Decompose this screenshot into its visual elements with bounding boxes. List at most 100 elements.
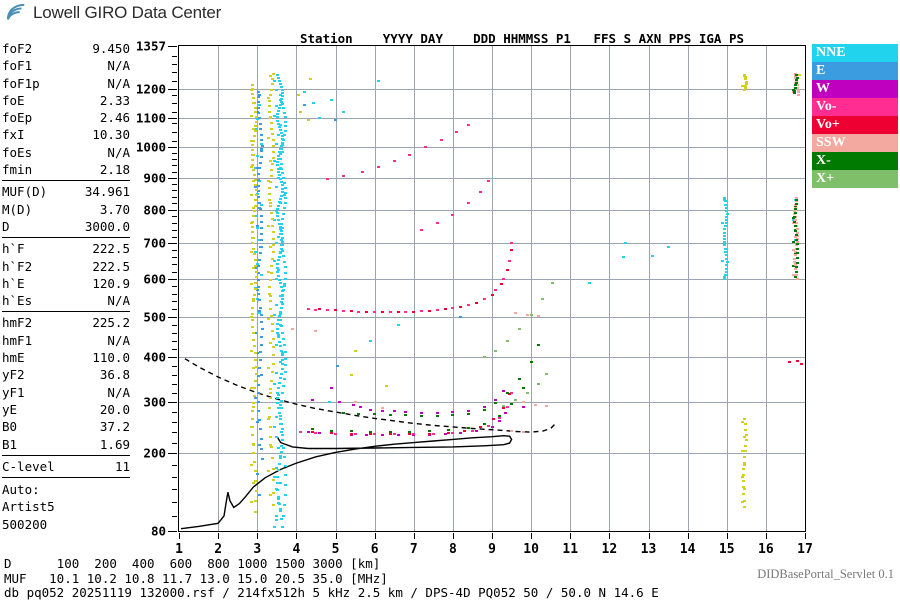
echo-speckle-nne — [276, 475, 280, 478]
echo-speckle-nne — [725, 267, 729, 270]
y-axis-label-1357: 1357 — [135, 38, 166, 54]
x-tick — [609, 533, 611, 539]
param-key: h`F2 — [2, 258, 33, 274]
echo-speckle-nne — [281, 363, 285, 366]
echo-speckle-ssw — [793, 257, 797, 260]
legend-item-vo[interactable]: Vo- — [812, 98, 898, 116]
echo-speckle-nne — [284, 357, 288, 360]
param-value: 3000.0 — [84, 218, 130, 234]
x-tick — [413, 533, 415, 539]
footer-info: D 100 200 400 600 800 1000 1500 3000 [km… — [4, 556, 659, 600]
legend-item-vo[interactable]: Vo+ — [812, 116, 898, 134]
echo-mark-nne — [283, 194, 287, 197]
echo-speckle-nne — [279, 198, 283, 201]
echo-speckle-e — [257, 111, 261, 114]
echo-mark-unclassifiedyellow — [740, 501, 744, 504]
echo-speckle-unclassified — [272, 338, 275, 341]
grid-line-vertical — [492, 46, 493, 531]
echo-speckle-e — [260, 226, 264, 229]
echo-speckle-x- — [794, 271, 798, 274]
echo-speckle-unclassified — [272, 354, 276, 357]
echo-speckle-ssw — [796, 86, 800, 89]
legend-item-x[interactable]: X- — [812, 152, 898, 170]
echo-speckle-unclassified — [271, 257, 275, 260]
echo-speckle-e — [257, 292, 261, 295]
echo-mark-nne — [277, 176, 281, 179]
legend-item-ssw[interactable]: SSW — [812, 134, 898, 152]
echo-speckle-unclassified — [744, 439, 748, 442]
echo-speckle-nne — [276, 116, 280, 119]
param-value: 3.70 — [99, 201, 130, 217]
y-tick-minor — [172, 348, 177, 350]
param-row-b1: B1 1.69 — [2, 436, 130, 453]
echo-speckle-nne — [725, 257, 729, 260]
echo-speckle-nne — [280, 300, 284, 303]
echo-mark-nne — [275, 466, 279, 469]
echo-speckle-e — [259, 351, 263, 354]
echo-mark-x — [513, 398, 517, 401]
echo-mark-w — [435, 411, 439, 414]
y-tick-minor — [172, 171, 177, 173]
echo-mark-vo — [420, 228, 424, 231]
legend-item-nne[interactable]: NNE — [812, 44, 898, 62]
grid-line-horizontal — [179, 402, 805, 404]
echo-mark-nne — [275, 371, 279, 374]
echo-mark-unclassifiedyellow — [249, 387, 253, 390]
echo-speckle-nne — [279, 162, 283, 165]
echo-speckle-unclassified — [252, 247, 256, 250]
echo-speckle-nne — [281, 298, 285, 301]
echo-mark-w — [420, 411, 424, 414]
plot-canvas[interactable] — [179, 46, 805, 531]
echo-speckle-nne — [279, 372, 283, 375]
echo-speckle-nne — [276, 274, 280, 277]
echo-speckle-nne — [281, 139, 285, 142]
echo-speckle-unclassified — [252, 173, 256, 176]
y-axis-label-1000: 1000 — [135, 139, 166, 155]
echo-mark-e — [255, 167, 259, 170]
y-tick-minor — [172, 271, 177, 273]
echo-mark-unclassifiedyellow — [296, 93, 300, 96]
echo-mark-nne — [377, 79, 381, 82]
legend-item-x[interactable]: X+ — [812, 170, 898, 188]
echo-mark-unclassifiedyellow — [267, 367, 271, 370]
param-row-hmf1: hmF1 N/A — [2, 332, 130, 349]
legend-item-w[interactable]: W — [812, 80, 898, 98]
echo-mark-unclassifiedyellow — [740, 475, 744, 478]
echo-speckle-unclassified — [252, 168, 256, 171]
echo-speckle-nne — [277, 154, 281, 157]
param-row-hme: hmE 110.0 — [2, 349, 130, 366]
echo-mark-x — [373, 413, 377, 416]
echo-speckle-unclassified — [254, 372, 258, 375]
grid-line-horizontal — [179, 357, 805, 359]
echo-speckle-unclassified — [269, 388, 273, 391]
echo-speckle-ssw — [795, 228, 799, 231]
echo-speckle-unclassified — [251, 92, 255, 95]
echo-mark-nne — [279, 123, 283, 126]
echo-mark-vo — [423, 146, 427, 149]
echo-speckle-nne — [723, 228, 727, 231]
legend-item-e[interactable]: E — [812, 62, 898, 80]
y-tick-minor — [172, 332, 177, 334]
echo-mark-w — [369, 408, 373, 411]
echo-mark-x — [341, 411, 345, 414]
ionogram-plot[interactable] — [178, 45, 806, 532]
echo-speckle-nne — [277, 259, 281, 262]
param-row-b0: B0 37.2 — [2, 418, 130, 435]
giro-wave-logo — [6, 3, 25, 20]
echo-speckle-unclassified — [268, 180, 272, 183]
y-tick-minor — [172, 72, 177, 74]
echo-mark-x — [791, 217, 795, 220]
echo-mark-unclassifiedyellow — [267, 469, 271, 472]
echo-speckle-unclassified — [270, 168, 274, 171]
echo-speckle-e — [260, 447, 264, 450]
echo-mark-unclassifiedyellow — [251, 266, 255, 269]
echo-speckle-nne — [725, 212, 729, 215]
echo-mark-nne — [257, 238, 261, 241]
echo-mark-vo — [508, 259, 512, 262]
echo-speckle-ssw — [793, 264, 797, 267]
echo-mark-nne — [341, 110, 345, 113]
echo-speckle-unclassified — [250, 417, 254, 420]
param-row-hes: h`Es N/A — [2, 292, 130, 309]
echo-speckle-nne — [279, 286, 283, 289]
echo-speckle-nne — [283, 129, 287, 132]
